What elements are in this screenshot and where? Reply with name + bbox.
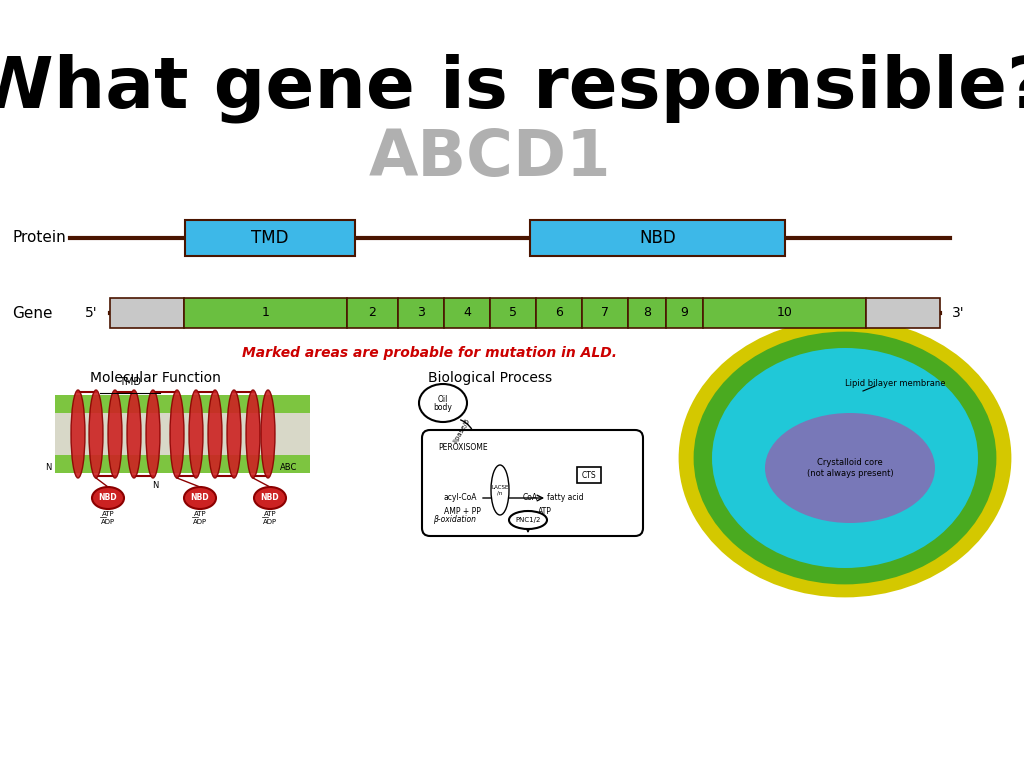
Text: 5': 5'	[85, 306, 98, 320]
FancyBboxPatch shape	[346, 298, 398, 328]
Text: CoA: CoA	[522, 494, 538, 502]
FancyBboxPatch shape	[55, 455, 310, 473]
Text: AMP + PPi: AMP + PPi	[546, 435, 585, 445]
FancyBboxPatch shape	[55, 395, 310, 413]
Text: Gene: Gene	[12, 306, 52, 320]
Text: 3: 3	[417, 306, 425, 319]
Ellipse shape	[71, 390, 85, 478]
Text: ATP: ATP	[538, 507, 552, 515]
Text: CTS: CTS	[582, 471, 596, 479]
Ellipse shape	[246, 390, 260, 478]
Text: 7: 7	[601, 306, 608, 319]
Text: Protein: Protein	[12, 230, 66, 246]
Text: 1: 1	[261, 306, 269, 319]
Ellipse shape	[227, 390, 241, 478]
Ellipse shape	[765, 413, 935, 523]
Text: ADP + P: ADP + P	[594, 462, 626, 471]
Text: NBD: NBD	[98, 494, 118, 502]
FancyBboxPatch shape	[443, 298, 489, 328]
Text: ATP: ATP	[101, 511, 115, 517]
Text: AMP + PP: AMP + PP	[443, 507, 480, 515]
Ellipse shape	[509, 511, 547, 529]
FancyBboxPatch shape	[398, 298, 443, 328]
FancyBboxPatch shape	[536, 298, 582, 328]
FancyBboxPatch shape	[628, 298, 666, 328]
FancyBboxPatch shape	[184, 298, 346, 328]
Ellipse shape	[92, 487, 124, 509]
Ellipse shape	[254, 487, 286, 509]
FancyBboxPatch shape	[530, 220, 785, 256]
Text: acyl-CoA: acyl-CoA	[539, 449, 571, 458]
Text: acyl-CoA: acyl-CoA	[443, 494, 477, 502]
Text: 8: 8	[643, 306, 650, 319]
Text: PNC1/2: PNC1/2	[515, 517, 541, 523]
Text: ATP: ATP	[194, 511, 206, 517]
Text: Crystalloid core
(not always present): Crystalloid core (not always present)	[807, 458, 893, 478]
Ellipse shape	[184, 487, 216, 509]
Ellipse shape	[208, 390, 222, 478]
Text: What gene is responsible?: What gene is responsible?	[0, 53, 1024, 123]
FancyBboxPatch shape	[865, 298, 940, 328]
Text: Biological Process: Biological Process	[428, 371, 552, 385]
Text: Marked areas are probable for mutation in ALD.: Marked areas are probable for mutation i…	[243, 346, 617, 360]
Ellipse shape	[490, 465, 509, 515]
Text: TMD: TMD	[251, 229, 289, 247]
Text: ATP + CoA: ATP + CoA	[485, 435, 525, 445]
FancyBboxPatch shape	[110, 298, 184, 328]
Ellipse shape	[680, 320, 1010, 596]
Text: 5: 5	[509, 306, 517, 319]
Ellipse shape	[127, 390, 141, 478]
FancyBboxPatch shape	[422, 430, 643, 536]
Ellipse shape	[89, 390, 103, 478]
Ellipse shape	[695, 333, 995, 583]
FancyBboxPatch shape	[185, 220, 355, 256]
Text: N: N	[46, 464, 52, 472]
Text: β-oxidation: β-oxidation	[433, 515, 476, 525]
FancyBboxPatch shape	[703, 298, 865, 328]
Ellipse shape	[419, 384, 467, 422]
Text: Molecular Function: Molecular Function	[89, 371, 220, 385]
Text: PEROXISOME: PEROXISOME	[438, 443, 487, 452]
Text: 3': 3'	[952, 306, 965, 320]
Text: fatty acid: fatty acid	[464, 449, 501, 458]
Text: body: body	[433, 403, 453, 412]
Text: NBD: NBD	[261, 494, 280, 502]
Text: CoA?: CoA?	[610, 439, 630, 449]
Text: 10: 10	[776, 306, 793, 319]
FancyBboxPatch shape	[489, 298, 536, 328]
Text: ABC: ABC	[280, 464, 297, 472]
FancyBboxPatch shape	[577, 467, 601, 483]
Text: NBD: NBD	[190, 494, 209, 502]
Text: Oil: Oil	[438, 396, 449, 405]
Text: ATP: ATP	[264, 511, 276, 517]
Text: 6: 6	[555, 306, 563, 319]
Text: ABCD1: ABCD1	[369, 127, 611, 189]
Ellipse shape	[261, 390, 275, 478]
Text: LACSE
/n: LACSE /n	[492, 485, 509, 495]
Text: 2: 2	[369, 306, 376, 319]
Ellipse shape	[108, 390, 122, 478]
Text: fatty acid: fatty acid	[547, 494, 584, 502]
Ellipse shape	[189, 390, 203, 478]
FancyBboxPatch shape	[666, 298, 703, 328]
Text: ADP: ADP	[193, 519, 207, 525]
Text: TMD: TMD	[119, 377, 141, 387]
Ellipse shape	[146, 390, 160, 478]
Ellipse shape	[170, 390, 184, 478]
FancyBboxPatch shape	[55, 413, 310, 455]
Text: NBD: NBD	[639, 229, 676, 247]
FancyBboxPatch shape	[582, 298, 628, 328]
Text: ADP: ADP	[101, 519, 115, 525]
Text: ADP: ADP	[263, 519, 278, 525]
Text: lipase/β: lipase/β	[453, 418, 471, 445]
Text: Lipid bilayer membrane: Lipid bilayer membrane	[845, 379, 945, 388]
Text: 4: 4	[463, 306, 471, 319]
Text: ATP: ATP	[548, 462, 562, 471]
Text: Cellular Component: Cellular Component	[781, 371, 919, 385]
Text: 9: 9	[681, 306, 688, 319]
Text: N: N	[152, 481, 158, 490]
Ellipse shape	[712, 348, 978, 568]
